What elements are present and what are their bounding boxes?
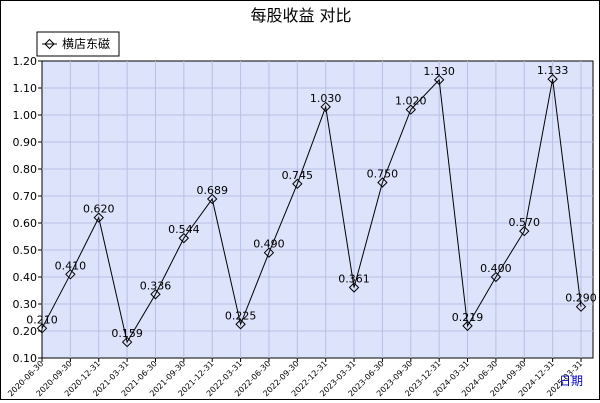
data-label: 0.210 (26, 313, 58, 326)
data-label: 0.570 (509, 216, 541, 229)
data-point-marker (292, 178, 303, 190)
data-label: 0.336 (140, 279, 172, 292)
data-label: 1.130 (423, 65, 455, 78)
series-line (41, 78, 582, 344)
data-point-marker (320, 101, 331, 113)
y-tick-label: 0.60 (13, 217, 38, 230)
data-point-marker (348, 282, 360, 293)
data-point-marker (405, 104, 416, 115)
data-point-marker (433, 74, 445, 86)
data-label: 0.225 (225, 309, 257, 322)
y-tick-label: 0.20 (13, 325, 38, 338)
data-point-marker (547, 73, 558, 85)
y-tick-label: 1.10 (13, 82, 38, 95)
data-label: 0.219 (452, 311, 484, 324)
data-label: 0.620 (83, 203, 115, 216)
data-point-marker (575, 301, 587, 312)
data-label: 0.544 (168, 223, 200, 236)
data-label: 0.290 (565, 292, 597, 305)
legend-label: 横店东磁 (62, 36, 110, 51)
y-tick-label: 0.80 (13, 163, 38, 176)
x-axis-label: 日期 (559, 374, 583, 388)
y-tick-label: 0.30 (13, 298, 38, 311)
data-label: 1.133 (537, 64, 569, 77)
data-point-marker (36, 323, 48, 334)
data-point-marker (490, 271, 502, 283)
data-point-marker (121, 336, 133, 348)
data-label: 0.400 (480, 262, 512, 275)
y-axis: 0.10 0.20 0.30 0.40 0.50 0.60 0.70 0.80 0.90 1.00… (13, 55, 42, 365)
data-label: 0.410 (55, 259, 87, 272)
data-point-marker (65, 269, 76, 280)
data-point-marker (519, 225, 530, 237)
y-tick-label: 1.20 (13, 55, 38, 68)
data-label: 0.689 (196, 184, 228, 197)
legend-diamond-marker (44, 38, 55, 50)
plot-area (41, 60, 594, 359)
data-point-marker (207, 193, 218, 205)
grid-lines (42, 61, 593, 358)
y-tick-label: 0.10 (13, 352, 38, 365)
legend: 横店东磁 (36, 31, 120, 57)
data-point-marker (235, 319, 246, 330)
x-axis: 2020-06-302020-09-302020-12-312021-03-31… (6, 358, 584, 398)
data-point-marker (263, 247, 275, 258)
series-group: 0.210 0.410 0.620 0.159 0.336 0.544 0.689 0.225… (26, 64, 597, 348)
data-point-marker (178, 232, 190, 244)
data-label: 0.745 (282, 169, 314, 182)
data-label: 0.361 (338, 273, 370, 286)
data-label: 1.020 (395, 95, 427, 108)
data-point-marker (462, 320, 473, 332)
data-point-marker (93, 212, 104, 223)
y-tick-label: 1.00 (13, 109, 38, 122)
chart-title: 每股收益 对比 (250, 6, 351, 25)
data-point-marker (150, 289, 161, 300)
y-tick-label: 0.70 (13, 190, 38, 203)
data-label: 0.490 (253, 238, 285, 251)
y-tick-label: 0.90 (13, 136, 38, 149)
data-label: 0.159 (111, 327, 143, 340)
data-point-marker (377, 177, 388, 188)
y-tick-label: 0.40 (13, 271, 38, 284)
data-label: 0.750 (367, 168, 399, 181)
y-tick-label: 0.50 (13, 244, 38, 257)
data-label: 1.030 (310, 92, 342, 105)
